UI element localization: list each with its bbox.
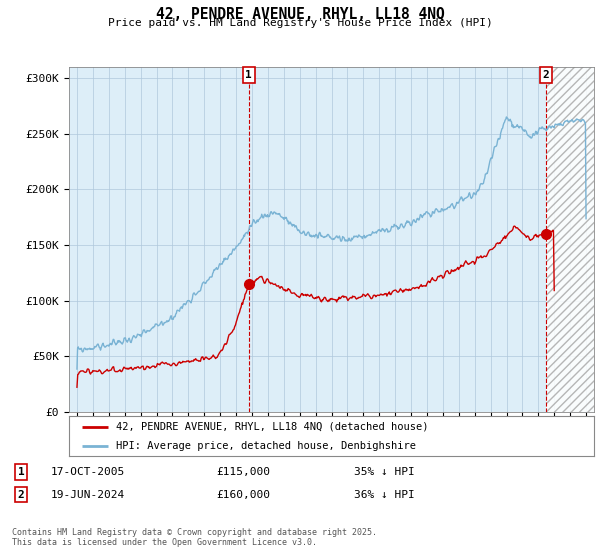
Text: 36% ↓ HPI: 36% ↓ HPI [354, 489, 415, 500]
Text: HPI: Average price, detached house, Denbighshire: HPI: Average price, detached house, Denb… [116, 441, 416, 451]
Text: Contains HM Land Registry data © Crown copyright and database right 2025.
This d: Contains HM Land Registry data © Crown c… [12, 528, 377, 547]
Text: 35% ↓ HPI: 35% ↓ HPI [354, 467, 415, 477]
Text: 19-JUN-2024: 19-JUN-2024 [51, 489, 125, 500]
Text: 42, PENDRE AVENUE, RHYL, LL18 4NQ (detached house): 42, PENDRE AVENUE, RHYL, LL18 4NQ (detac… [116, 422, 429, 432]
Text: Price paid vs. HM Land Registry's House Price Index (HPI): Price paid vs. HM Land Registry's House … [107, 18, 493, 28]
Text: 42, PENDRE AVENUE, RHYL, LL18 4NQ: 42, PENDRE AVENUE, RHYL, LL18 4NQ [155, 7, 445, 22]
Text: 2: 2 [542, 70, 549, 80]
Text: £160,000: £160,000 [216, 489, 270, 500]
Text: 1: 1 [17, 467, 25, 477]
Text: 17-OCT-2005: 17-OCT-2005 [51, 467, 125, 477]
Text: £115,000: £115,000 [216, 467, 270, 477]
Text: 2: 2 [17, 489, 25, 500]
Text: 1: 1 [245, 70, 252, 80]
